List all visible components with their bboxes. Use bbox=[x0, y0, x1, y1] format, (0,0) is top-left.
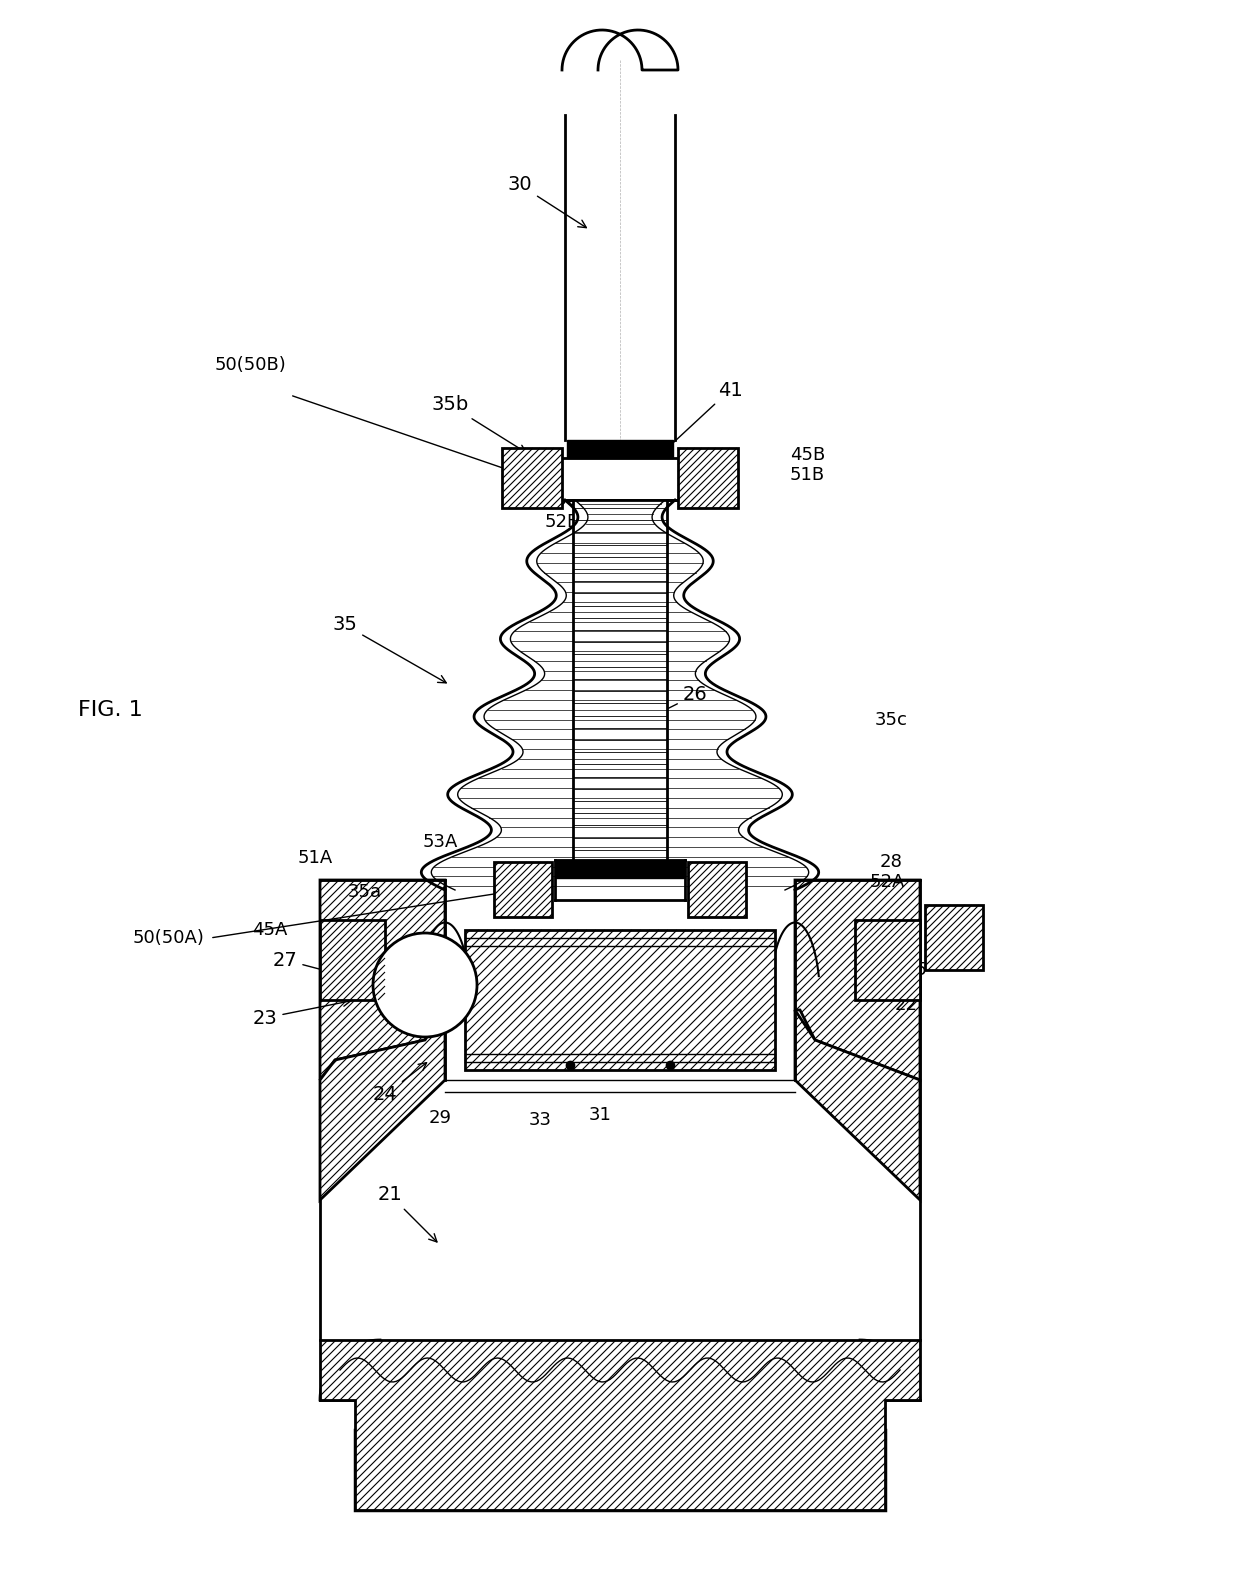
Circle shape bbox=[373, 933, 477, 1037]
Text: 51B: 51B bbox=[790, 466, 825, 484]
Text: 31: 31 bbox=[589, 1106, 611, 1125]
Text: 53B: 53B bbox=[546, 491, 580, 510]
Bar bbox=[494, 862, 552, 917]
Text: 35a: 35a bbox=[348, 882, 382, 901]
Text: 25: 25 bbox=[905, 961, 928, 978]
Text: 23: 23 bbox=[253, 999, 351, 1027]
Polygon shape bbox=[320, 1340, 920, 1510]
Text: 40: 40 bbox=[940, 926, 962, 944]
Text: 35: 35 bbox=[332, 615, 446, 683]
Bar bbox=[320, 920, 384, 1000]
Text: 24: 24 bbox=[373, 1063, 427, 1104]
Text: 41: 41 bbox=[663, 381, 743, 451]
Text: 52B: 52B bbox=[546, 513, 580, 532]
Text: 28: 28 bbox=[880, 853, 903, 871]
Text: 45A: 45A bbox=[252, 922, 288, 939]
Bar bbox=[678, 448, 738, 508]
Bar bbox=[560, 458, 680, 500]
Text: 50(50B): 50(50B) bbox=[215, 355, 286, 374]
Bar bbox=[567, 440, 673, 458]
Bar bbox=[465, 930, 775, 1070]
Bar bbox=[502, 448, 562, 508]
Bar bbox=[925, 904, 983, 971]
Text: 21: 21 bbox=[378, 1186, 436, 1243]
Text: 22: 22 bbox=[895, 996, 918, 1015]
Text: 53A: 53A bbox=[423, 834, 458, 851]
Bar bbox=[688, 862, 746, 917]
Text: 29: 29 bbox=[429, 1109, 451, 1126]
Polygon shape bbox=[320, 1010, 445, 1200]
Text: 32: 32 bbox=[578, 994, 603, 1019]
Polygon shape bbox=[795, 879, 920, 1081]
Text: 50(50A): 50(50A) bbox=[133, 930, 203, 947]
Text: 52A: 52A bbox=[870, 873, 905, 890]
Text: 35c: 35c bbox=[875, 711, 908, 728]
Text: 35b: 35b bbox=[432, 395, 526, 453]
Bar bbox=[556, 860, 684, 878]
Polygon shape bbox=[795, 1010, 920, 1200]
Text: 45B: 45B bbox=[790, 447, 826, 464]
Text: FIG. 1: FIG. 1 bbox=[78, 700, 143, 720]
Bar bbox=[573, 500, 667, 870]
Bar bbox=[355, 1430, 885, 1510]
Polygon shape bbox=[422, 500, 818, 890]
Polygon shape bbox=[320, 879, 445, 1081]
Polygon shape bbox=[320, 879, 920, 1340]
Polygon shape bbox=[562, 30, 678, 440]
Text: 30: 30 bbox=[507, 176, 587, 228]
Text: 51A: 51A bbox=[298, 849, 332, 867]
Text: 27: 27 bbox=[273, 950, 376, 986]
Text: 26: 26 bbox=[629, 686, 707, 728]
Text: 33: 33 bbox=[528, 1111, 552, 1129]
Bar bbox=[856, 920, 920, 1000]
